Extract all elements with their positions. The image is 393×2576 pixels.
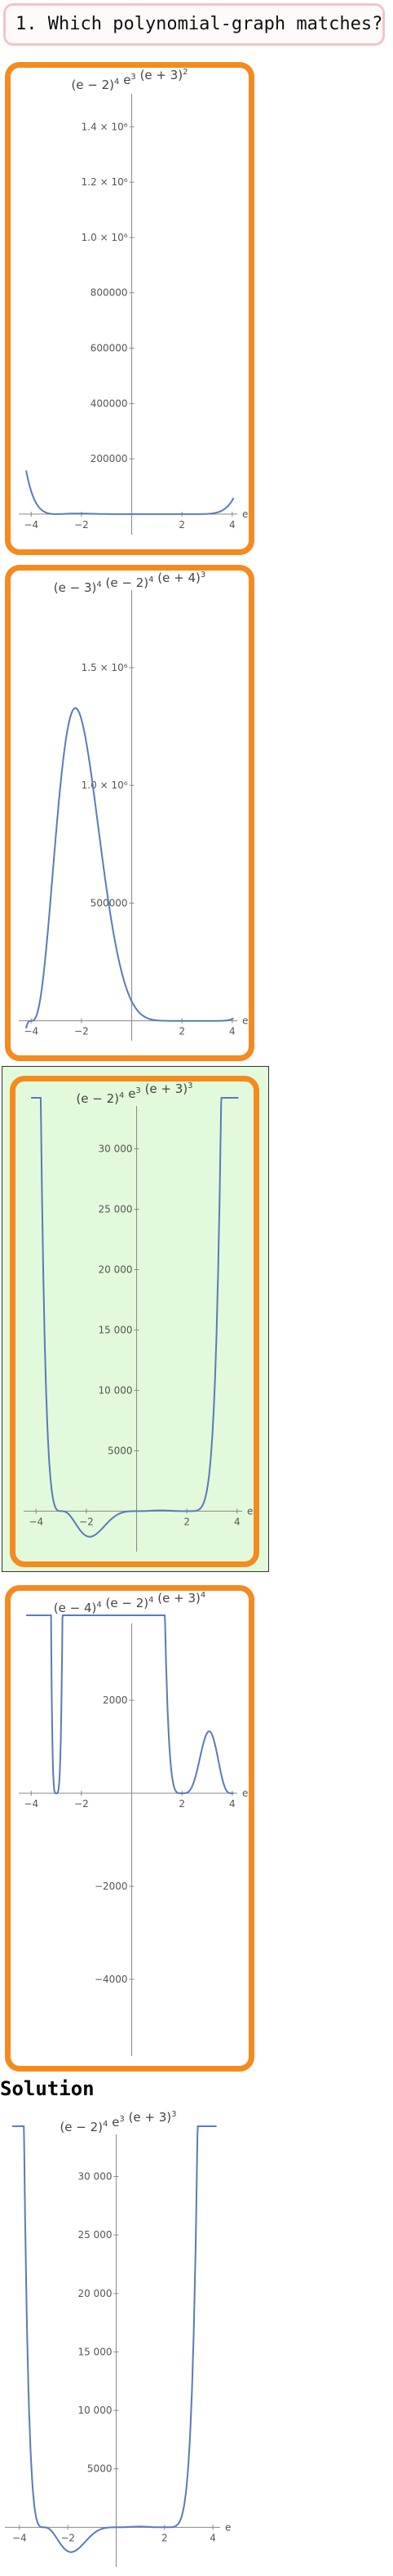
- y-tick-label: 1.5 × 10⁶: [82, 662, 128, 673]
- plot-title: (e − 2)4 e3 (e + 3)2: [71, 68, 188, 92]
- x-tick-label: 2: [161, 2532, 168, 2543]
- x-tick-label: −4: [24, 519, 38, 531]
- x-tick-label: −2: [60, 2532, 75, 2543]
- x-axis-label: e: [242, 1015, 248, 1027]
- y-tick-label: 15 000: [99, 1324, 133, 1335]
- solution-heading: Solution: [0, 2077, 95, 2100]
- y-tick-label: 800000: [91, 287, 128, 299]
- y-tick-label: 1.0 × 10⁶: [82, 232, 128, 243]
- x-tick-label: 2: [179, 1798, 185, 1810]
- polynomial-curve: [12, 2125, 217, 2553]
- y-tick-label: 15 000: [77, 2346, 112, 2357]
- x-tick-label: −4: [12, 2532, 27, 2543]
- x-tick-label: 4: [210, 2532, 216, 2543]
- x-tick-label: −4: [24, 1026, 38, 1037]
- y-tick-label: 10 000: [77, 2405, 112, 2416]
- option-4-plot: (e − 4)4 (e − 2)4 (e + 3)4 e −4 −2 2 4 2000 −20…: [19, 1591, 248, 2056]
- question-prompt: 1. Which polynomial-graph matches?: [3, 3, 385, 46]
- polynomial-curve: [26, 1614, 234, 1794]
- polynomial-curve: [25, 470, 235, 515]
- answer-option-1[interactable]: (e − 2)4 e3 (e + 3)2 e −4 −2 2 4 200000 400000 6…: [5, 62, 254, 555]
- x-tick-label: 4: [229, 1798, 236, 1810]
- plot-title: (e − 2)4 e3 (e + 3)3: [76, 1081, 192, 1106]
- x-tick-label: 2: [179, 519, 185, 531]
- x-axis-label: e: [247, 1505, 253, 1517]
- plot-title: (e − 3)4 (e − 2)4 (e + 4)3: [54, 571, 205, 595]
- y-tick-label: −4000: [95, 1974, 128, 1985]
- x-tick-label: −4: [24, 1798, 38, 1810]
- y-tick-label: −2000: [95, 1881, 128, 1892]
- x-tick-label: −2: [74, 519, 89, 531]
- y-tick-label: 5000: [87, 2463, 113, 2475]
- x-axis-label: e: [225, 2521, 231, 2533]
- y-tick-label: 30 000: [99, 1144, 133, 1155]
- y-tick-label: 1.2 × 10⁶: [82, 176, 128, 188]
- plot-title: (e − 4)4 (e − 2)4 (e + 3)4: [54, 1591, 205, 1615]
- option-2-plot: (e − 3)4 (e − 2)4 (e + 4)3e−4 −2 2 45000001…: [19, 571, 248, 1041]
- y-tick-label: 1.0 × 10⁶: [82, 779, 128, 791]
- solution-plot: (e − 2)4 e3 (e + 3)3 e −4 −2 2 4 5000 10 000 15 …: [0, 2110, 236, 2575]
- option-3-plot: (e − 2)4 e3 (e + 3)3 e −4 −2 2 4 5000 10 000 15 …: [24, 1081, 253, 1552]
- answer-option-4[interactable]: (e − 4)4 (e − 2)4 (e + 3)4 e −4 −2 2 4 2000 −20…: [5, 1585, 254, 2072]
- plot-title: (e − 2)4 e3 (e + 3)3: [60, 2110, 176, 2134]
- y-tick-label: 200000: [91, 453, 128, 464]
- x-tick-label: 4: [229, 1026, 236, 1037]
- y-tick-label: 600000: [91, 343, 128, 354]
- solution-plot-svg: (e − 2)4 e3 (e + 3)3 e −4 −2 2 4 5000 10 000 15 …: [5, 2110, 231, 2567]
- y-tick-label: 30 000: [77, 2171, 112, 2183]
- option-1-plot: (e − 2)4 e3 (e + 3)2 e −4 −2 2 4 200000 400000 6…: [19, 68, 248, 535]
- x-axis-label: e: [242, 1788, 248, 1799]
- x-tick-label: −4: [29, 1516, 43, 1527]
- answer-option-2[interactable]: (e − 3)4 (e − 2)4 (e + 4)3 e −4 −2 2 4 500000 1…: [5, 565, 254, 1061]
- polynomial-curve: [31, 1097, 239, 1538]
- y-tick-label: 20 000: [77, 2288, 112, 2299]
- y-tick-label: 25 000: [77, 2229, 112, 2241]
- x-tick-label: −2: [79, 1516, 94, 1527]
- x-tick-label: 2: [179, 1026, 185, 1037]
- x-tick-label: −2: [74, 1026, 89, 1037]
- x-tick-label: −2: [74, 1798, 89, 1810]
- x-tick-label: 4: [229, 519, 236, 531]
- y-tick-label: 20 000: [99, 1264, 133, 1276]
- y-tick-label: 25 000: [99, 1204, 133, 1215]
- y-tick-label: 2000: [103, 1694, 128, 1706]
- y-tick-label: 400000: [91, 398, 128, 409]
- x-axis-label: e: [242, 509, 248, 520]
- y-tick-label: 1.4 × 10⁶: [82, 121, 128, 132]
- answer-option-3[interactable]: (e − 2)4 e3 (e + 3)3 e −4 −2 2 4 5000 10 000 15 …: [10, 1076, 259, 1567]
- x-tick-label: 2: [183, 1516, 190, 1527]
- polynomial-curve: [25, 707, 235, 1029]
- y-tick-label: 5000: [108, 1445, 133, 1456]
- y-tick-label: 10 000: [99, 1384, 133, 1396]
- x-tick-label: 4: [234, 1516, 241, 1527]
